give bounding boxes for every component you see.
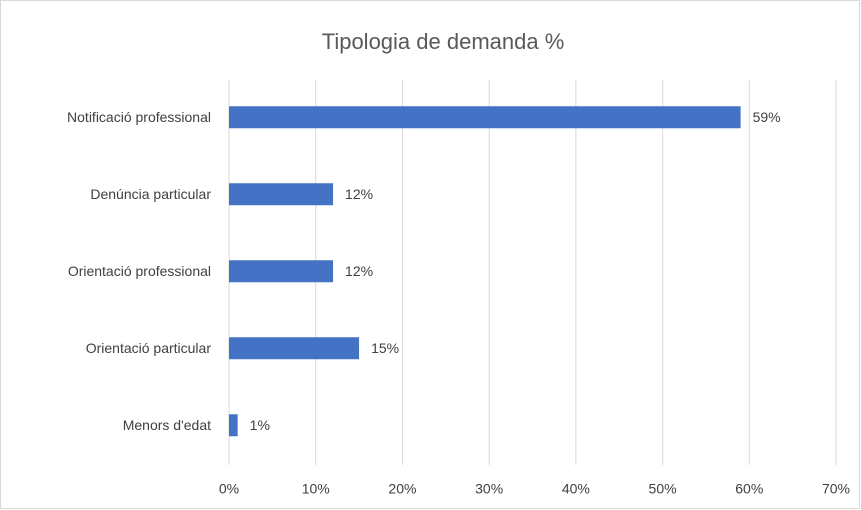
x-tick-label: 10% [302,481,330,497]
data-label: 1% [250,417,270,433]
bar [229,183,334,206]
bar [229,106,741,129]
y-tick-label: Menors d'edat [123,417,211,433]
bar [229,260,334,283]
x-tick-label: 40% [562,481,590,497]
bar [229,414,238,437]
y-tick-label: Orientació professional [68,263,211,279]
x-tick-label: 0% [219,481,239,497]
x-tick-label: 20% [388,481,416,497]
x-tick-label: 70% [822,481,850,497]
chart-title: Tipologia de demanda % [322,29,565,54]
x-tick-label: 30% [475,481,503,497]
data-label: 15% [371,340,399,356]
x-tick-label: 60% [735,481,763,497]
data-label: 59% [753,109,781,125]
bar [229,337,360,360]
data-label: 12% [345,186,373,202]
y-tick-label: Orientació particular [86,340,212,356]
y-tick-label: Notificació professional [67,109,211,125]
y-tick-label: Denúncia particular [90,186,211,202]
x-tick-label: 50% [649,481,677,497]
data-label: 12% [345,263,373,279]
